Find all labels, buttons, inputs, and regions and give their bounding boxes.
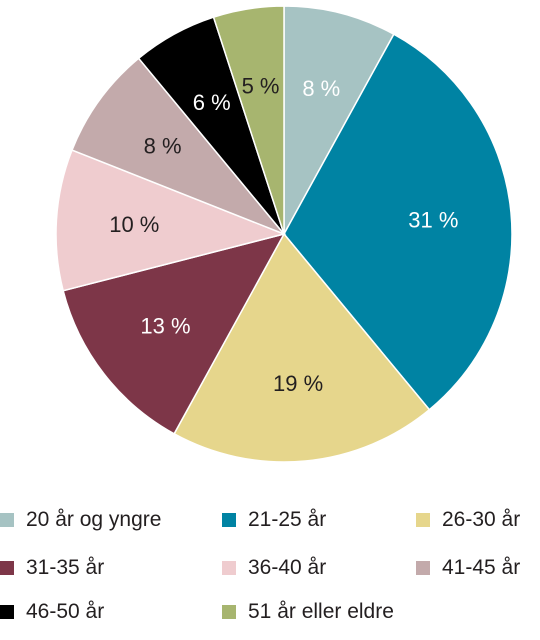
legend-item-41-45: 41-45 år — [416, 553, 520, 583]
legend-swatch — [416, 561, 430, 575]
legend-label: 46-50 år — [26, 600, 105, 623]
pie-slice — [55, 149, 287, 292]
legend-label: 31-35 år — [26, 556, 105, 579]
slice-label: 31 % — [408, 207, 458, 232]
pie-slice — [62, 232, 286, 435]
legend-item-36-40: 36-40 år — [222, 553, 326, 583]
pie-slice-labels: 8 % 31 % 19 % 13 % 10 % 8 % 6 % 5 % — [109, 73, 458, 395]
pie-slices — [55, 5, 513, 463]
legend-swatch — [416, 513, 430, 527]
slice-label: 8 % — [144, 133, 182, 158]
pie-slice — [173, 232, 431, 463]
legend-item-26-30: 26-30 år — [416, 505, 520, 535]
legend-swatch — [0, 605, 14, 619]
slice-label: 19 % — [273, 371, 323, 396]
legend-label: 51 år eller eldre — [248, 600, 394, 623]
legend-label: 41-45 år — [442, 556, 521, 579]
legend-swatch — [0, 513, 14, 527]
legend-swatch — [0, 561, 14, 575]
legend-label: 21-25 år — [248, 508, 327, 531]
legend-label: 26-30 år — [442, 508, 521, 531]
legend: 20 år og yngre 21-25 år 26-30 år 31-35 å… — [0, 500, 540, 640]
legend-swatch — [222, 605, 236, 619]
legend-label: 20 år og yngre — [26, 508, 162, 531]
slice-label: 13 % — [140, 313, 190, 338]
pie-slice — [283, 5, 395, 235]
legend-label: 36-40 år — [248, 556, 327, 579]
legend-item-20-og-yngre: 20 år og yngre — [0, 505, 161, 535]
pie-slice — [283, 33, 513, 411]
slice-label: 6 % — [193, 90, 231, 115]
legend-item-31-35: 31-35 år — [0, 553, 104, 583]
pie-slice — [212, 5, 285, 235]
legend-item-21-25: 21-25 år — [222, 505, 326, 535]
slice-label: 10 % — [109, 212, 159, 237]
pie-slice — [71, 57, 285, 235]
slice-label: 8 % — [302, 76, 340, 101]
legend-item-51-eller-eldre: 51 år eller eldre — [222, 597, 394, 627]
legend-swatch — [222, 561, 236, 575]
legend-swatch — [222, 513, 236, 527]
slice-label: 5 % — [242, 73, 280, 98]
legend-item-46-50: 46-50 år — [0, 597, 104, 627]
